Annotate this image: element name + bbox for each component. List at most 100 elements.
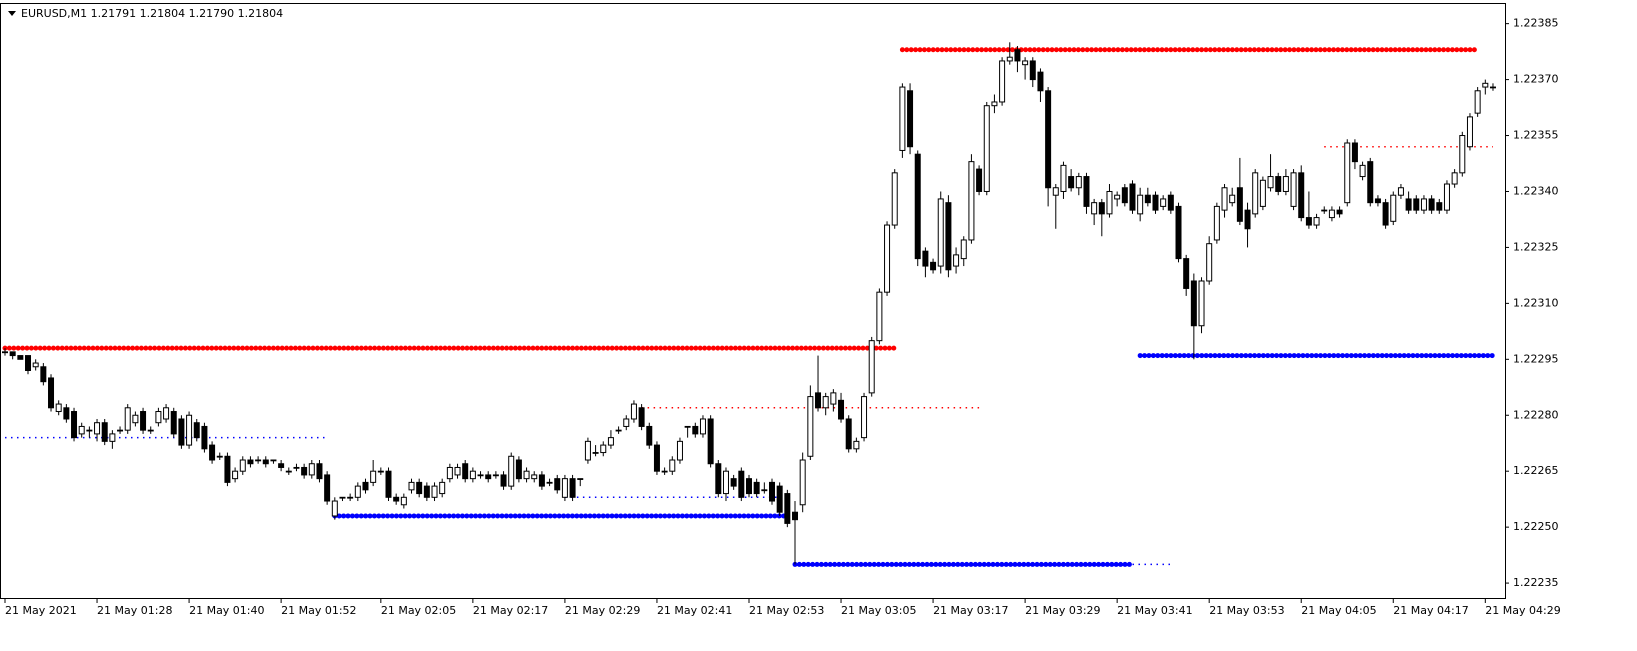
- candle-body: [930, 261, 937, 271]
- candle-body: [293, 466, 300, 469]
- y-tick-label: 1.22385: [1513, 17, 1559, 30]
- candle-body: [1144, 194, 1151, 204]
- x-tick-label: 21 May 03:41: [1117, 604, 1192, 617]
- candle-body: [209, 444, 216, 461]
- candle-body: [124, 407, 131, 431]
- candle-body: [907, 90, 914, 148]
- candle-body: [1198, 280, 1205, 327]
- candle-body: [255, 459, 262, 462]
- candle-body: [1328, 209, 1335, 219]
- candle-body: [738, 470, 745, 498]
- x-tick-label: 21 May 03:17: [933, 604, 1008, 617]
- candle-body: [669, 459, 676, 472]
- candle-body: [40, 366, 47, 383]
- candle-body: [354, 485, 361, 498]
- candle-body: [753, 481, 760, 495]
- candle-body: [362, 481, 369, 491]
- candle-body: [308, 463, 315, 476]
- x-tick-label: 21 May 04:29: [1485, 604, 1560, 617]
- candle-body: [722, 470, 729, 495]
- candle-body: [1213, 205, 1220, 241]
- candle-body: [1060, 164, 1067, 192]
- candle-body: [1436, 202, 1443, 211]
- candle-body: [1259, 179, 1266, 207]
- candle-body: [224, 455, 231, 483]
- y-tick-label: 1.22295: [1513, 352, 1559, 365]
- candle-body: [554, 478, 561, 491]
- candle-body: [1428, 198, 1435, 211]
- candle-body: [699, 418, 706, 435]
- candle-body: [201, 425, 208, 450]
- candle-body: [1390, 194, 1397, 222]
- candle-body: [86, 429, 93, 432]
- candle-body: [1022, 60, 1029, 66]
- candle-body: [1121, 187, 1128, 204]
- candle-body: [1482, 82, 1489, 88]
- candle-body: [1190, 280, 1197, 327]
- candle-body: [500, 474, 507, 487]
- candle-body: [853, 440, 860, 450]
- candle-body: [1175, 205, 1182, 260]
- candle-body: [1160, 198, 1167, 207]
- candle-body: [730, 478, 737, 487]
- candle-body: [508, 455, 515, 487]
- x-tick-label: 21 May 03:05: [841, 604, 916, 617]
- candle-body: [623, 418, 630, 427]
- candle-body: [922, 250, 929, 267]
- candle-body: [815, 392, 822, 409]
- candle-body: [331, 500, 338, 517]
- candle-body: [1091, 202, 1098, 215]
- candle-body: [1298, 172, 1305, 219]
- candle-body: [861, 396, 868, 439]
- candle-body: [101, 422, 108, 442]
- candle-body: [807, 396, 814, 457]
- candle-body: [999, 60, 1006, 103]
- candle-body: [2, 351, 8, 354]
- candle-body: [186, 414, 193, 446]
- candle-body: [239, 459, 246, 472]
- y-tick-label: 1.22310: [1513, 296, 1559, 309]
- candle-body: [976, 168, 983, 192]
- candle-body: [270, 459, 277, 462]
- candle-body: [71, 411, 78, 439]
- candle-body: [1321, 209, 1328, 212]
- candle-body: [884, 224, 891, 293]
- candle-body: [492, 474, 499, 477]
- candle-body: [1206, 243, 1213, 282]
- candle-body: [561, 478, 568, 498]
- candle-body: [799, 459, 806, 506]
- candle-body: [1305, 217, 1312, 226]
- candle-body: [1052, 187, 1059, 196]
- candle-body: [676, 440, 683, 461]
- candle-body: [339, 496, 346, 499]
- x-tick-label: 21 May 02:05: [381, 604, 456, 617]
- candle-body: [1068, 176, 1075, 189]
- candle-body: [1045, 90, 1052, 189]
- candle-body: [485, 474, 492, 480]
- candle-body: [776, 485, 783, 513]
- candle-body: [1006, 56, 1013, 62]
- candle-body: [117, 429, 124, 432]
- candle-body: [769, 481, 775, 502]
- candle-body: [968, 161, 975, 241]
- candle-body: [1183, 258, 1190, 289]
- candle-body: [684, 425, 691, 428]
- candle-body: [400, 496, 407, 506]
- candle-body: [446, 466, 453, 480]
- candle-body: [155, 411, 162, 424]
- candle-body: [1359, 164, 1366, 178]
- y-tick-label: 1.22355: [1513, 129, 1559, 142]
- candle-body: [393, 496, 400, 502]
- candle-body: [132, 414, 139, 424]
- y-tick-label: 1.22280: [1513, 408, 1559, 421]
- candle-body: [301, 466, 308, 476]
- candle-body: [469, 470, 476, 480]
- candle-body: [960, 239, 967, 260]
- candle-body: [615, 429, 622, 432]
- x-tick-label: 21 May 02:17: [473, 604, 548, 617]
- candle-body: [1313, 217, 1320, 226]
- candle-body: [822, 396, 829, 409]
- candle-body: [515, 459, 522, 480]
